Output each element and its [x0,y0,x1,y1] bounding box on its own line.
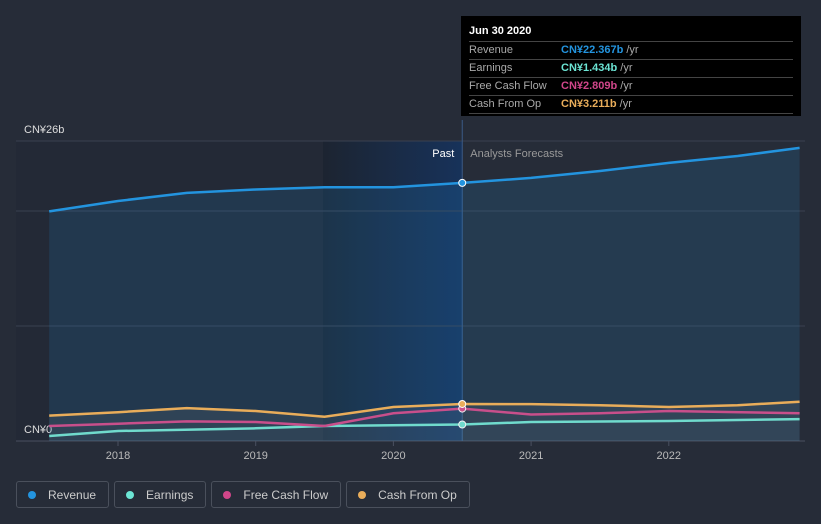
revenue-area [49,147,800,441]
tooltip-value: CN¥1.434b [561,62,618,74]
x-tick-label: 2020 [381,450,405,462]
tooltip-value: CN¥2.809b [561,80,618,92]
cash-area [49,401,800,441]
tooltip-unit: /yr [619,98,632,110]
tooltip-unit: /yr [620,80,633,92]
tooltip-label: Free Cash Flow [469,80,547,92]
series-line-earnings [49,417,800,438]
y-label-top: CN¥26b [24,124,64,136]
tooltip-value: CN¥3.211b [561,98,617,110]
tooltip: Jun 30 2020 Revenue CN¥22.367b/yr Earnings… [461,16,801,116]
legend-dot-icon [126,490,135,499]
x-tick-label: 2022 [657,450,681,462]
y-label-bottom: CN¥0 [24,424,52,436]
tooltip-value: CN¥22.367b [561,44,624,56]
x-tick-label: 2019 [243,450,267,462]
tooltip-unit: /yr [626,44,639,56]
legend-dot-icon [223,490,232,499]
legend-item-free-cash-flow[interactable]: Free Cash Flow [211,481,342,508]
tooltip-row: Cash From Op CN¥3.211b/yr [469,95,793,114]
legend-label: Revenue [48,487,97,502]
tooltip-unit: /yr [620,62,633,74]
legend: Revenue Earnings Free Cash Flow Cash From O… [16,481,470,508]
legend-item-cash-from-op[interactable]: Cash From Op [346,481,470,508]
highlight-region [323,141,463,441]
legend-label: Cash From Op [378,487,457,502]
x-tick-label: 2021 [519,450,543,462]
tooltip-row: Revenue CN¥22.367b/yr [469,41,793,59]
tooltip-label: Revenue [469,44,514,56]
tooltip-label: Earnings [469,62,513,74]
tooltip-row: Free Cash Flow CN¥2.809b/yr [469,77,793,95]
legend-label: Earnings [146,487,194,502]
past-label: Past [432,148,454,160]
tooltip-date: Jun 30 2020 [469,25,532,37]
legend-dot-icon [28,490,36,499]
legend-label: Free Cash Flow [243,487,329,502]
tooltip-label: Cash From Op [469,98,542,110]
legend-dot-icon [358,490,367,499]
series-line-cash-from-op [49,400,800,419]
highlight-point [458,399,467,408]
forecast-label: Analysts Forecasts [470,148,563,160]
tooltip-row: Earnings CN¥1.434b/yr [469,59,793,77]
highlight-point [458,178,467,187]
highlight-point [458,420,467,429]
series-line-revenue [49,146,800,213]
x-tick-label: 2018 [106,450,130,462]
legend-item-revenue[interactable]: Revenue [16,481,110,508]
legend-item-earnings[interactable]: Earnings [114,481,207,508]
series-line-free-cash-flow [49,407,800,428]
